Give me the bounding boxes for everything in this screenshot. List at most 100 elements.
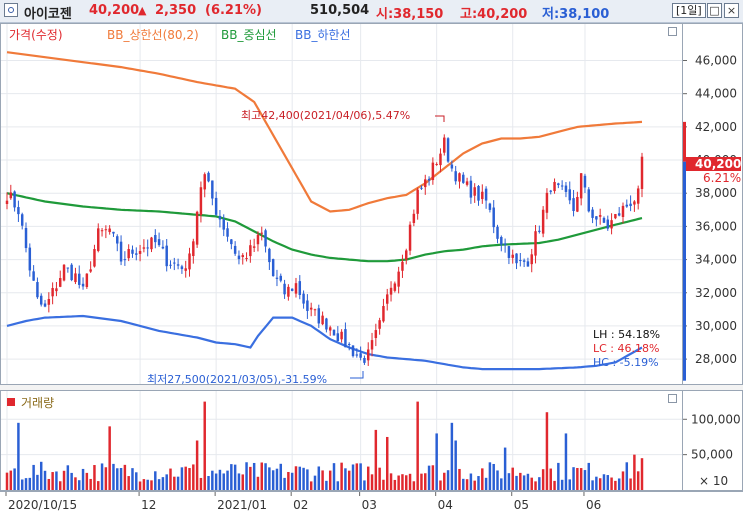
candle-body [443,137,446,153]
candle-body [473,187,476,196]
candle-body [20,214,24,226]
volume-bar [218,469,222,490]
volume-bar [355,463,359,490]
candle-body [507,246,511,258]
legend-bb-lower: BB_하한선 [295,28,351,42]
volume-bar [443,472,446,490]
candle-body [47,299,51,305]
volume-bar [123,464,127,490]
volume-bar [583,470,587,490]
candle-body [119,241,123,262]
volume-bar [614,480,617,490]
volume-bar [530,477,533,490]
legend-price: 가격(수정) [9,28,63,42]
volume-bar [488,462,492,490]
volume-bar [62,470,66,490]
search-icon[interactable] [4,3,18,17]
up-arrow-icon: ▲ [138,4,147,17]
low-annotation: 최저27,500(2021/03/05),-31.59% [147,373,327,384]
price-tick-label: 46,000 [695,53,737,67]
candle-body [325,318,328,330]
price-tick-label: 36,000 [695,219,737,233]
maximize-icon[interactable]: □ [707,3,722,18]
candle-body [252,246,256,248]
candle-body [595,216,598,220]
price-change: 2,350 [155,3,197,18]
candle-body [397,271,400,287]
volume-bar [496,470,499,490]
volume-bar [595,476,598,490]
volume-bar [192,464,195,490]
candle-body [386,294,389,304]
bb-upper-line [6,51,643,213]
candle-body [572,198,575,212]
volume-bar [454,440,457,490]
volume-bar [13,468,16,490]
candle-body [161,246,165,249]
volume-bar [241,474,244,490]
volume-bar [640,458,644,490]
candle-body [560,185,564,187]
period-selector[interactable]: [1일] [672,3,706,18]
candle-body [347,343,351,345]
candle-body [165,245,168,267]
volume-bar [317,466,321,490]
volume-bar [252,462,256,490]
candle-body [583,175,587,188]
volume-bar [469,473,473,490]
volume-legend-swatch [7,398,15,406]
volume-bar [325,480,328,490]
candle-body [427,178,431,181]
volume-bar [408,473,412,490]
volume-bar [279,463,283,490]
candle-body [366,349,370,361]
candle-body [598,215,602,217]
volume-bar [401,474,404,490]
candle-body [192,241,195,257]
candle-body [621,205,625,217]
candle-body [104,229,108,231]
current-price: 40,200 [89,3,140,18]
volume-bar [347,470,351,490]
volume-bar [104,467,108,490]
candle-body [283,283,286,295]
volume-bar [522,475,526,490]
candle-body [13,191,16,208]
volume-bar [89,478,92,490]
candle-body [405,250,408,260]
settings-icon[interactable] [668,27,677,36]
volume-bar [541,469,545,490]
volume-bar [625,462,629,490]
price-tag-pct: 6.21% [703,171,742,185]
candle-body [633,201,636,205]
volume-bar [572,467,575,490]
volume-bar [81,468,85,490]
volume-bar [351,464,355,490]
candle-body [564,185,568,192]
candle-body [389,287,393,295]
candle-body [241,255,244,258]
volume-bar [135,472,138,490]
price-plot[interactable]: 최고42,400(2021/04/06),5.47% 최저27,500(2021… [0,23,683,385]
candle-body [17,207,20,215]
candle-body [268,248,271,263]
volume-bar [150,480,153,490]
candle-body [454,171,457,182]
candle-body [256,234,260,245]
volume-bar [507,473,511,490]
volume-plot[interactable]: 거래량 [0,390,683,491]
candle-body [100,230,104,232]
candle-body [534,231,537,256]
volume-bar [313,475,317,490]
volume-bar [154,471,157,490]
close-icon[interactable]: × [724,3,739,18]
stock-name[interactable]: 아이코젠 [24,7,72,22]
volume-bar [51,472,54,490]
volume-bar [465,479,469,490]
candle-body [446,138,450,162]
volume-bar [70,472,73,490]
volume-chart-svg: 거래량 [1,391,682,490]
volume-settings-icon[interactable] [668,394,677,403]
volume-axis: 50,000 100,000 × 10 [683,390,743,491]
candle-body [207,172,210,182]
